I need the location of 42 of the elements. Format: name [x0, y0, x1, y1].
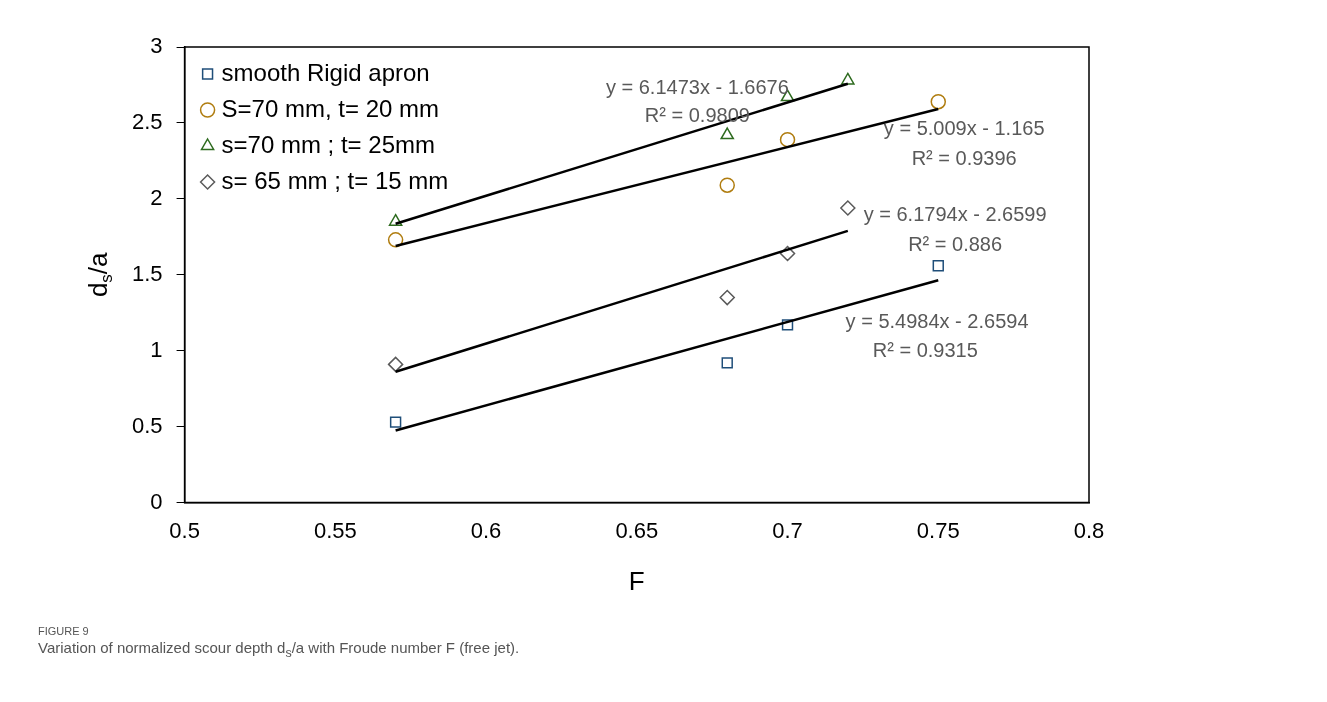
- point: [721, 357, 733, 369]
- y-tick-label: 1: [150, 336, 163, 362]
- x-tick-label: 0.75: [916, 517, 960, 543]
- x-tick-label: 0.6: [470, 517, 502, 543]
- point: [840, 200, 856, 216]
- point: [930, 93, 947, 110]
- annotation: y = 6.1794x - 2.6599: [863, 203, 1047, 226]
- x-tick-label: 0.5: [169, 517, 200, 543]
- point: [720, 127, 735, 140]
- x-tick-label: 0.7: [772, 517, 803, 543]
- annotation: R² = 0.9809: [644, 103, 750, 126]
- x-tick-label: 0.65: [615, 517, 659, 543]
- y-tick-label: 1.5: [131, 260, 163, 286]
- x-tick-label: 0.55: [313, 517, 357, 543]
- point: [387, 356, 404, 373]
- x-axis-title: F: [628, 565, 645, 596]
- x-tick-label: 0.8: [1073, 517, 1105, 543]
- legend-label: smooth Rigid apron: [221, 58, 430, 86]
- annotation: y = 5.4984x - 2.6594: [845, 310, 1029, 333]
- y-tick-label: 2: [150, 184, 163, 210]
- y-tick-label: 0: [150, 488, 163, 514]
- point: [841, 72, 855, 85]
- y-axis-title: ds/a: [82, 251, 117, 298]
- annotation: R² = 0.886: [908, 233, 1003, 256]
- point: [932, 259, 944, 272]
- legend-label: S=70 mm, t= 20 mm: [221, 94, 439, 122]
- y-tick-label: 3: [150, 33, 163, 59]
- y-tick-label: 0.5: [131, 412, 163, 438]
- caption: FIGURE 9: [38, 625, 90, 637]
- legend-label: s=70 mm ; t= 25mm: [221, 130, 435, 158]
- point: [779, 131, 796, 148]
- point: [719, 289, 735, 306]
- point: [389, 416, 402, 428]
- annotation: y = 6.1473x - 1.6676: [605, 75, 789, 98]
- point: [719, 177, 735, 193]
- legend-label: s= 65 mm ; t= 15 mm: [221, 166, 449, 194]
- annotation: R² = 0.9315: [872, 338, 978, 361]
- annotation: y = 5.009x - 1.165: [883, 116, 1045, 139]
- text: Variation of normalized scour depth d$_{s}$/a with Froude number F (free jet).: [38, 639, 521, 660]
- annotation: R² = 0.9396: [911, 146, 1017, 169]
- point: [387, 232, 404, 248]
- y-tick-label: 2.5: [131, 109, 163, 134]
